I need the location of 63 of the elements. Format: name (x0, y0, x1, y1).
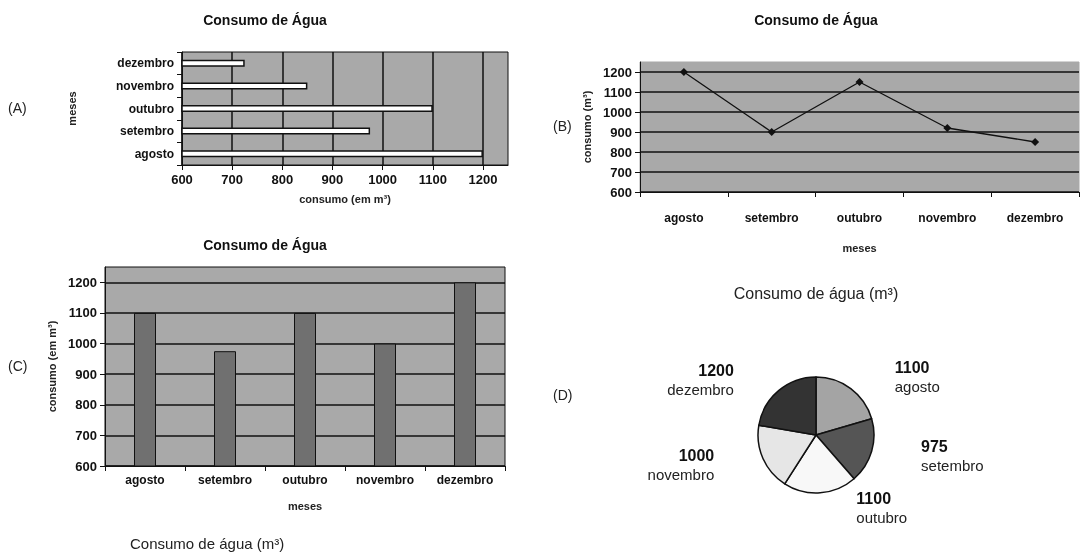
data-label: 1100 (894, 359, 930, 377)
x-tick-label: 900 (321, 172, 344, 187)
data-label: 1100 (856, 490, 892, 508)
data-label: 1000 (678, 447, 715, 465)
x-tick-label: 1000 (368, 172, 398, 187)
y-axis-title: consumo (m³) (580, 90, 593, 164)
y-tick-label: 1000 (603, 104, 632, 120)
x-tick-label: novembro (918, 211, 977, 225)
y-tick-label: 1200 (68, 274, 97, 290)
x-tick-label: 1100 (418, 172, 447, 187)
x-axis-title: consumo (em m³) (299, 192, 392, 205)
point (855, 78, 864, 86)
point (943, 124, 952, 132)
point (679, 68, 688, 76)
y-tick-label: 800 (610, 144, 632, 160)
y-tick-label: 700 (75, 427, 97, 443)
slice-label: outubro (856, 509, 908, 527)
point (767, 128, 776, 136)
y-tick-label: novembro (115, 78, 174, 93)
slice-label: dezembro (667, 380, 734, 398)
y-tick-label: 600 (610, 184, 632, 200)
slice-label: agosto (894, 378, 940, 396)
text: Consumo de água (m³) (130, 535, 285, 552)
y-tick-label: 1000 (68, 336, 97, 352)
x-tick-label: outubro (836, 211, 883, 225)
x-tick-label: 1200 (468, 172, 498, 187)
y-tick-label: dezembro (117, 56, 174, 71)
text: (C) (8, 357, 28, 374)
chart-title: Consumo de Água (203, 12, 328, 28)
x-tick-label: dezembro (436, 473, 494, 487)
x-tick-label: dezembro (1006, 211, 1064, 225)
y-tick-label: 1100 (68, 305, 97, 321)
chart-title: Consumo de Água (754, 12, 879, 28)
y-tick-label: 900 (610, 124, 632, 140)
y-tick-label: 1200 (603, 64, 632, 80)
y-axis-title: meses (65, 91, 78, 126)
data-label: 975 (921, 438, 948, 456)
x-tick-label: 700 (221, 172, 244, 187)
data-label: 1200 (698, 361, 734, 379)
slice-label: setembro (921, 457, 984, 475)
chart-title: Consumo de Água (203, 237, 328, 253)
text: (D) (553, 387, 573, 403)
x-tick-label: outubro (282, 473, 328, 487)
y-tick-label: 800 (75, 397, 97, 413)
y-tick-label: outubro (128, 101, 174, 116)
y-axis-title: consumo (em m³) (45, 320, 58, 413)
x-tick-label: setembro (197, 473, 253, 487)
text: (B) (553, 118, 572, 134)
y-tick-label: setembro (119, 124, 174, 139)
y-tick-label: 1100 (603, 84, 632, 100)
x-tick-label: setembro (744, 211, 799, 225)
x-tick-label: 600 (171, 172, 193, 187)
text: (A) (8, 99, 27, 116)
point (1031, 138, 1040, 146)
x-axis-title: meses (842, 241, 877, 254)
y-tick-label: agosto (134, 146, 174, 161)
y-tick-label: 900 (75, 366, 97, 382)
x-axis-title: meses (287, 499, 323, 512)
y-tick-label: 600 (75, 458, 97, 474)
x-tick-label: 800 (271, 172, 294, 187)
x-tick-label: novembro (355, 473, 415, 487)
chart-title: Consumo de água (m³) (733, 284, 899, 302)
x-tick-label: agosto (664, 211, 704, 225)
